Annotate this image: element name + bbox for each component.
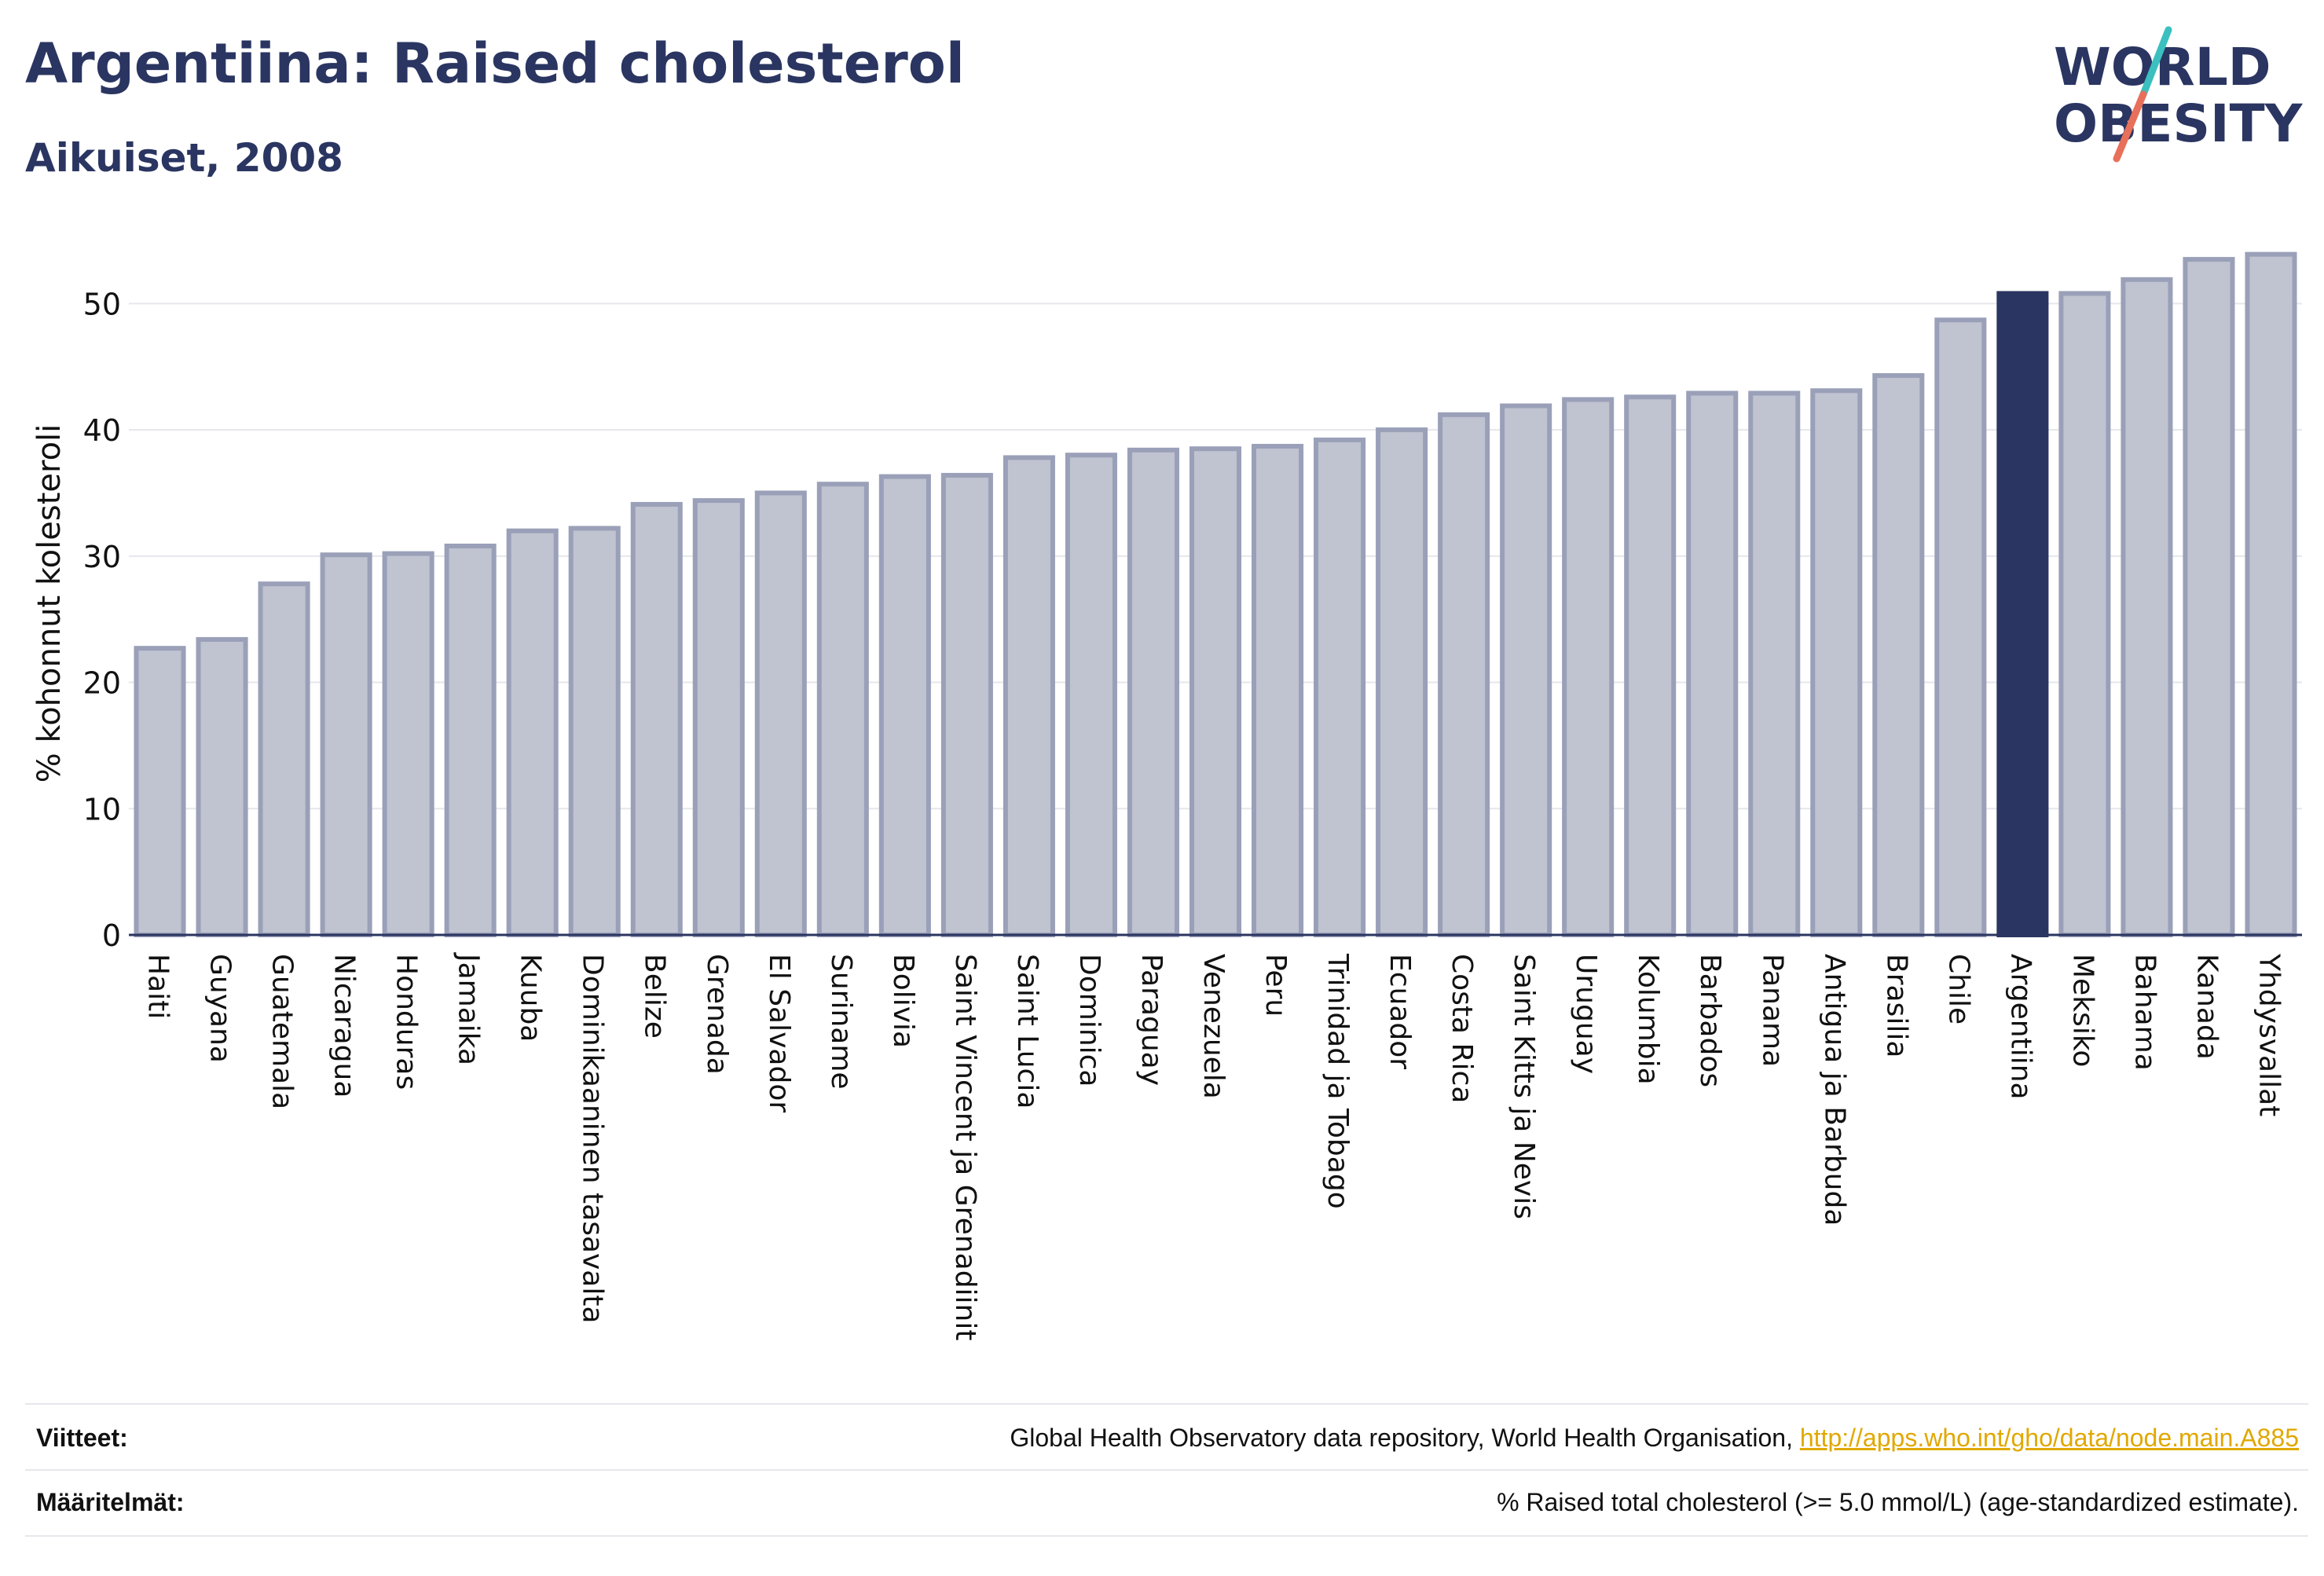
sources-link[interactable]: http://apps.who.int/gho/data/node.main.A… (1799, 1424, 2299, 1452)
x-tick-label: Yhdysvallat (2253, 953, 2285, 1116)
bars (134, 251, 2297, 938)
footer-divider-bottom (25, 1535, 2308, 1537)
x-tick-label: Antigua ja Barbuda (1818, 954, 1850, 1226)
x-tick-label: Chile (1942, 954, 1974, 1024)
bar-highlighted (1996, 291, 2049, 938)
bar (506, 528, 559, 937)
bar (1562, 397, 1615, 937)
bar (1624, 394, 1677, 937)
footer-divider-middle (25, 1469, 2308, 1471)
world-obesity-logo: WORLD OBESITY (2054, 26, 2304, 163)
x-tick-label: Guatemala (266, 954, 299, 1109)
x-tick-label: Jamaika (453, 952, 485, 1065)
bar (1376, 427, 1428, 937)
x-tick-label: Brasilia (1880, 954, 1912, 1057)
x-tick-label: Panama (1756, 954, 1788, 1067)
x-tick-label: Belize (639, 954, 671, 1039)
bar (134, 646, 186, 938)
x-tick-label: El Salvador (763, 954, 795, 1112)
x-tick-label: Meksiko (2066, 954, 2099, 1067)
footer-divider-top (25, 1403, 2308, 1405)
bar (1065, 453, 1117, 937)
x-tick-label: Ecuador (1384, 954, 1416, 1069)
logo-slash-teal (2139, 26, 2172, 98)
bar (1872, 372, 1925, 937)
x-tick-label: Uruguay (1570, 954, 1602, 1074)
bar-chart: 0 10 20 30 40 50 Haiti Guyana Guatemala Nicaragu… (31, 251, 2302, 1341)
sources-label: Viitteet: (36, 1424, 128, 1452)
x-tick-label: Saint Kitts ja Nevis (1508, 954, 1540, 1219)
bar (816, 482, 869, 937)
x-tick-label: Guyana (204, 954, 236, 1063)
x-tick-label: Bahama (2128, 954, 2161, 1071)
x-tick-label: Saint Lucia (1011, 954, 1043, 1109)
x-tick-label: Kolumbia (1632, 954, 1664, 1085)
x-tick-label: Kanada (2190, 954, 2223, 1060)
bar (878, 474, 931, 937)
footer-definitions-row: Määritelmät: % Raised total cholesterol … (25, 1471, 2308, 1535)
bar (2121, 277, 2173, 937)
x-tick-label: Paraguay (1135, 954, 1167, 1086)
definitions-label: Määritelmät: (36, 1488, 185, 1516)
bar (1500, 403, 1552, 937)
x-tick-label: Peru (1259, 954, 1292, 1017)
bar (754, 490, 807, 937)
x-tick-label: Trinidad ja Tobago (1321, 953, 1354, 1209)
y-tick-label: 10 (83, 792, 121, 826)
bar (630, 501, 683, 937)
definitions-value: % Raised total cholesterol (>= 5.0 mmol/… (1497, 1488, 2299, 1516)
bar (1127, 447, 1180, 937)
y-tick-label: 40 (83, 413, 121, 448)
x-tick-label: Grenada (701, 954, 733, 1075)
bar (1810, 388, 1863, 937)
y-axis-label: % kohonnut kolesteroli (31, 424, 68, 783)
bar (692, 498, 745, 937)
bar (568, 526, 621, 937)
bar (382, 551, 434, 937)
x-tick-label: Dominikaaninen tasavalta (577, 954, 609, 1324)
bar (196, 636, 248, 937)
x-tick-label: Bolivia (887, 954, 919, 1048)
x-tick-label: Venezuela (1197, 954, 1230, 1099)
logo-slash-coral (2113, 90, 2147, 163)
bar (1686, 390, 1739, 938)
bar (1934, 317, 1987, 937)
y-tick-label: 0 (102, 918, 121, 953)
chart-subtitle: Aikuiset, 2008 (25, 135, 343, 181)
bar (1251, 443, 1304, 937)
bar (1314, 437, 1366, 937)
bar (1438, 412, 1490, 937)
y-tick-label: 50 (83, 287, 121, 321)
bar (2183, 257, 2235, 938)
y-tick-label: 30 (83, 540, 121, 574)
y-tick-label: 20 (83, 666, 121, 701)
bar (320, 552, 372, 938)
bar (2058, 291, 2111, 938)
sources-text: Global Health Observatory data repositor… (1010, 1424, 1800, 1452)
y-axis-ticks: 0 10 20 30 40 50 (83, 287, 121, 953)
x-tick-label: Costa Rica (1446, 954, 1478, 1103)
x-tick-label: Honduras (390, 954, 423, 1090)
sources-value: Global Health Observatory data repositor… (1010, 1424, 2299, 1453)
x-tick-label: Saint Vincent ja Grenadiinit (949, 954, 981, 1341)
bar (1189, 446, 1242, 937)
footer-sources-row: Viitteet: Global Health Observatory data… (25, 1406, 2308, 1471)
x-axis-labels: Haiti Guyana Guatemala Nicaragua Honduras Jam… (142, 952, 2286, 1341)
bar (940, 472, 993, 937)
bar (2245, 251, 2297, 937)
bar (444, 543, 497, 938)
bar (258, 581, 310, 937)
x-tick-label: Haiti (142, 954, 174, 1019)
x-tick-label: Suriname (825, 954, 857, 1090)
chart-title: Argentiina: Raised cholesterol (25, 31, 965, 96)
bar (1748, 390, 1801, 938)
x-tick-label: Barbados (1694, 954, 1726, 1087)
x-tick-label: Nicaragua (328, 954, 361, 1098)
x-tick-label: Kuuba (515, 954, 547, 1042)
x-tick-label: Dominica (1073, 954, 1105, 1087)
bar (1003, 455, 1055, 937)
logo-line2: OBESITY (2054, 93, 2304, 154)
x-tick-label: Argentiina (2004, 954, 2036, 1100)
